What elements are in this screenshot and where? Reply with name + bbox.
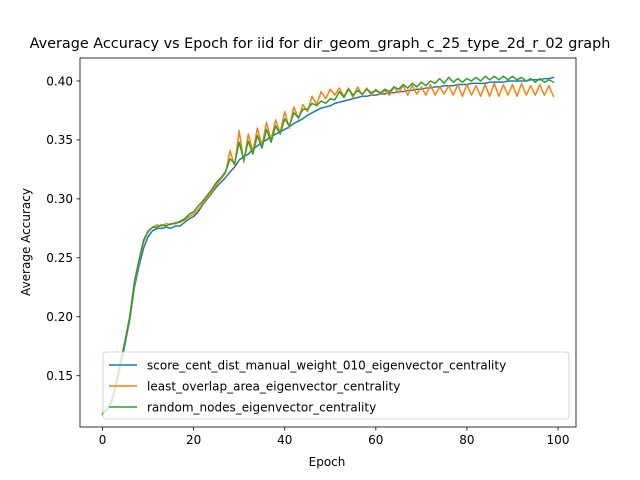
axes-frame (79, 57, 577, 428)
legend: score_cent_dist_manual_weight_010_eigenv… (102, 351, 570, 420)
y-axis-label: Average Accuracy (19, 188, 33, 296)
y-tick-label: 0.20 (46, 310, 73, 324)
x-axis-label: Epoch (309, 455, 346, 469)
y-tick-label: 0.30 (46, 192, 73, 206)
legend-label-3: random_nodes_eigenvector_centrality (147, 400, 376, 414)
series-line-3 (101, 75, 555, 416)
x-tick-label: 80 (459, 433, 474, 447)
x-tick-label: 100 (547, 433, 570, 447)
x-tick-label: 40 (277, 433, 292, 447)
x-tick-label: 60 (368, 433, 383, 447)
y-tick-label: 0.35 (46, 133, 73, 147)
x-tick-label: 20 (186, 433, 201, 447)
legend-label-2: least_overlap_area_eigenvector_centralit… (147, 379, 400, 393)
legend-box (102, 351, 570, 420)
series-line-1 (101, 76, 555, 415)
legend-label-1: score_cent_dist_manual_weight_010_eigenv… (147, 358, 506, 372)
plot-area (101, 75, 555, 416)
axes: 0 20 40 60 80 100 0.15 0.20 0.25 0.30 0.35 0.40 (46, 57, 577, 447)
y-tick-label: 0.40 (46, 74, 73, 88)
y-tick-label: 0.25 (46, 251, 73, 265)
chart-title: Average Accuracy vs Epoch for iid for di… (30, 36, 611, 52)
y-tick-label: 0.15 (46, 369, 73, 383)
x-tick-label: 0 (99, 433, 107, 447)
